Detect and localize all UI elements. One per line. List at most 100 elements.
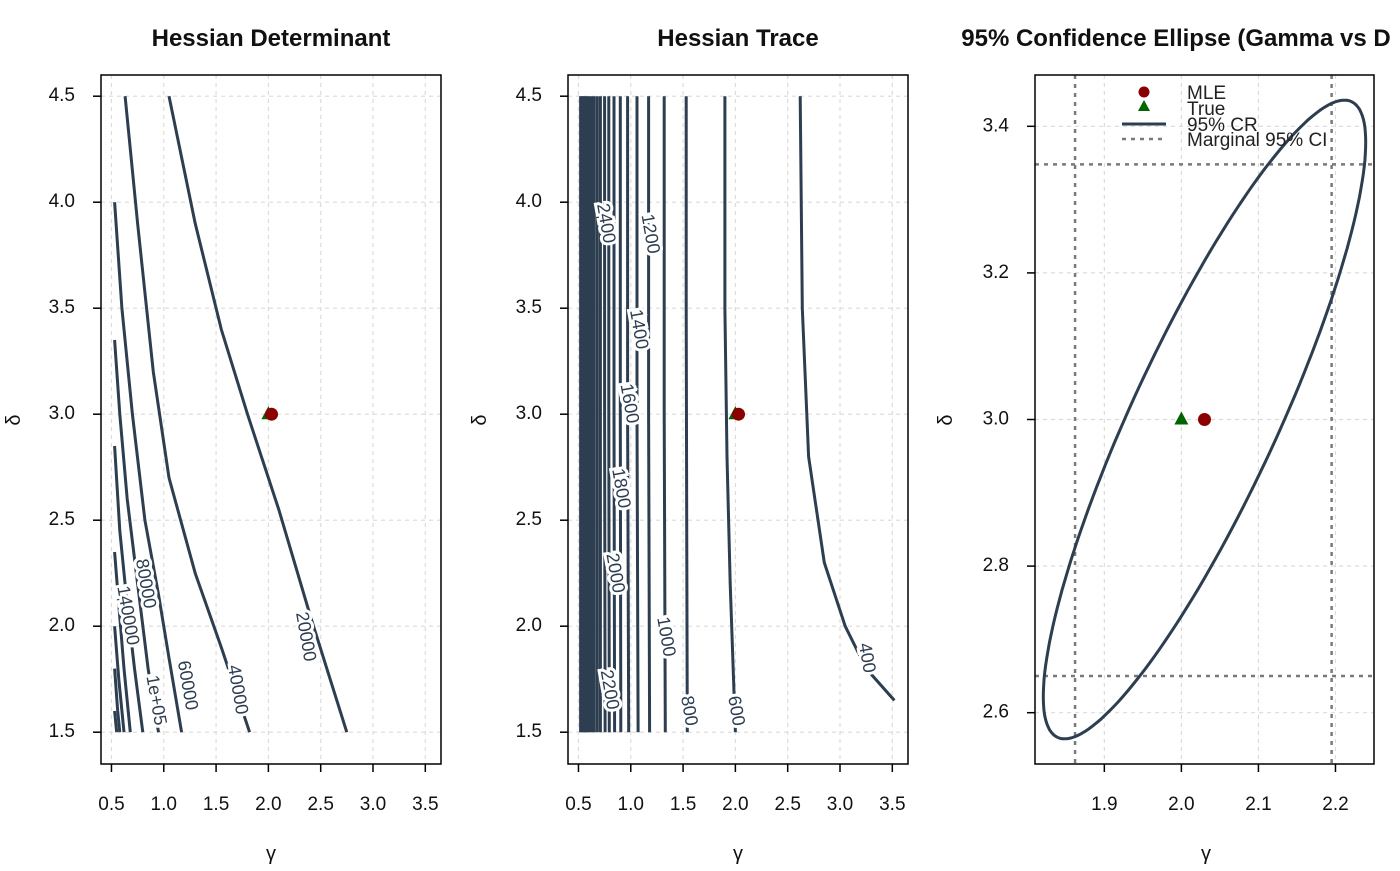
- y-tick-label: 3.2: [983, 262, 1009, 283]
- x-tick-label: 3.5: [879, 794, 905, 815]
- x-tick-label: 1.5: [203, 794, 229, 815]
- confidence-ellipse: [1041, 98, 1368, 741]
- y-tick-label: 2.6: [983, 702, 1009, 723]
- ellipse-95-cr: [1041, 98, 1368, 741]
- contour-label: 800: [677, 694, 702, 727]
- marginal-ci-lines: [1035, 75, 1374, 764]
- contour-line: [167, 95, 349, 733]
- panel-title: Hessian Trace: [657, 25, 818, 52]
- contour-label: 1800: [608, 467, 635, 510]
- axes: 0.5 1.0 1.5 2.0 2.5 3.0 3.5 1.5 2.0 2.5 3.0 3.5 4.0 4…: [516, 74, 909, 815]
- legend-label-mle: MLE: [1187, 83, 1226, 104]
- y-tick-label: 1.5: [49, 721, 75, 742]
- x-axis-label: γ: [1201, 843, 1211, 865]
- contour-label: 1000: [653, 615, 680, 658]
- y-tick-label: 4.0: [516, 191, 542, 212]
- plot-frame: [567, 74, 909, 765]
- y-tick-label: 4.0: [49, 191, 75, 212]
- contour-line: [113, 339, 160, 733]
- x-tick-label: 1.9: [1091, 794, 1117, 815]
- y-tick-label: 2.0: [516, 615, 542, 636]
- estimate-points: [728, 406, 746, 421]
- legend-true-marker: [1138, 100, 1150, 111]
- y-tick-label: 3.4: [983, 115, 1010, 136]
- x-tick-label: 2.0: [255, 794, 281, 815]
- y-tick-label: 3.0: [516, 403, 542, 424]
- x-tick-label: 2.2: [1322, 794, 1348, 815]
- contour-line: [113, 668, 122, 733]
- contour-label: 20000: [292, 610, 320, 663]
- x-tick-label: 1.0: [151, 794, 177, 815]
- legend-mle-marker: [1138, 86, 1150, 98]
- contour-line: [607, 96, 611, 733]
- x-tick-label: 1.5: [670, 794, 696, 815]
- x-tick-label: 1.0: [618, 794, 644, 815]
- y-tick-label: 3.0: [49, 403, 75, 424]
- axes: 1.9 2.0 2.1 2.2 2.6 2.8 3.0 3.2 3.4: [983, 74, 1375, 815]
- x-tick-label: 2.5: [307, 794, 333, 815]
- x-tick-label: 3.5: [412, 794, 438, 815]
- legend-label-cr: 95% CR: [1187, 115, 1258, 136]
- contour-label: 40000: [224, 663, 252, 716]
- panel-confidence-ellipse: 95% Confidence Ellipse (Gamma vs D γ δ 1…: [935, 25, 1391, 865]
- mle-marker: [1198, 413, 1211, 426]
- legend-label-true: True: [1187, 99, 1225, 120]
- contour-label: 600: [724, 694, 749, 727]
- grid: [101, 75, 441, 764]
- contour-line: [723, 96, 737, 733]
- y-tick-label: 2.8: [983, 555, 1009, 576]
- contour-line: [113, 551, 132, 733]
- y-axis-label: δ: [3, 414, 25, 425]
- x-tick-label: 2.1: [1245, 794, 1271, 815]
- y-tick-label: 2.5: [516, 509, 542, 530]
- x-tick-label: 0.5: [98, 794, 124, 815]
- x-tick-label: 2.5: [774, 794, 800, 815]
- x-tick-label: 3.0: [827, 794, 853, 815]
- contour-line: [123, 96, 252, 733]
- contour-label: 400: [855, 641, 880, 674]
- estimate-points: [1174, 411, 1211, 426]
- y-tick-label: 1.5: [516, 721, 542, 742]
- x-tick-label: 0.5: [565, 794, 591, 815]
- contour-line: [113, 626, 126, 733]
- y-tick-label: 3.5: [49, 297, 75, 318]
- contour-line: [798, 96, 896, 702]
- y-tick-label: 3.5: [516, 297, 542, 318]
- mle-marker: [732, 407, 746, 421]
- contour-lines: [579, 96, 896, 733]
- contour-labels: 4006008001000120014001600180020002200240…: [590, 199, 883, 731]
- estimate-points: [261, 406, 279, 421]
- y-tick-label: 2.0: [49, 615, 75, 636]
- y-tick-label: 2.5: [49, 509, 75, 530]
- contour-label: 1200: [638, 212, 665, 255]
- contour-label: 2000: [602, 552, 629, 595]
- x-tick-label: 2.0: [722, 794, 748, 815]
- contour-line: [113, 202, 184, 733]
- contour-line: [626, 96, 631, 733]
- legend-label-ci: Marginal 95% CI: [1187, 130, 1327, 151]
- y-tick-label: 4.5: [516, 85, 542, 106]
- contour-line: [662, 96, 667, 733]
- legend: MLE True 95% CR Marginal 95% CI: [1122, 83, 1327, 151]
- x-tick-label: 2.0: [1168, 794, 1194, 815]
- x-axis-label: γ: [733, 843, 743, 865]
- contour-line: [113, 710, 119, 733]
- contour-line: [684, 96, 689, 733]
- contour-label: 1e+05: [142, 674, 170, 727]
- x-axis-label: γ: [266, 843, 276, 865]
- panel-hessian-trace: Hessian Trace γ δ 4006008001000120014001…: [469, 25, 909, 865]
- contour-lines: [113, 95, 349, 733]
- y-axis-label: δ: [935, 414, 957, 425]
- contour-line: [603, 96, 607, 733]
- contour-line: [647, 96, 652, 733]
- plot-frame: [100, 74, 442, 765]
- mle-marker: [265, 407, 279, 421]
- y-tick-label: 3.0: [983, 409, 1009, 430]
- panel-hessian-determinant: Hessian Determinant γ δ 2000040000600008…: [3, 25, 442, 865]
- y-axis-label: δ: [469, 414, 491, 425]
- axes: 0.5 1.0 1.5 2.0 2.5 3.0 3.5 1.5 2.0 2.5 3.0 3.5 4.0 4…: [49, 74, 442, 815]
- contour-line: [618, 96, 623, 733]
- true-value-marker: [1174, 411, 1189, 425]
